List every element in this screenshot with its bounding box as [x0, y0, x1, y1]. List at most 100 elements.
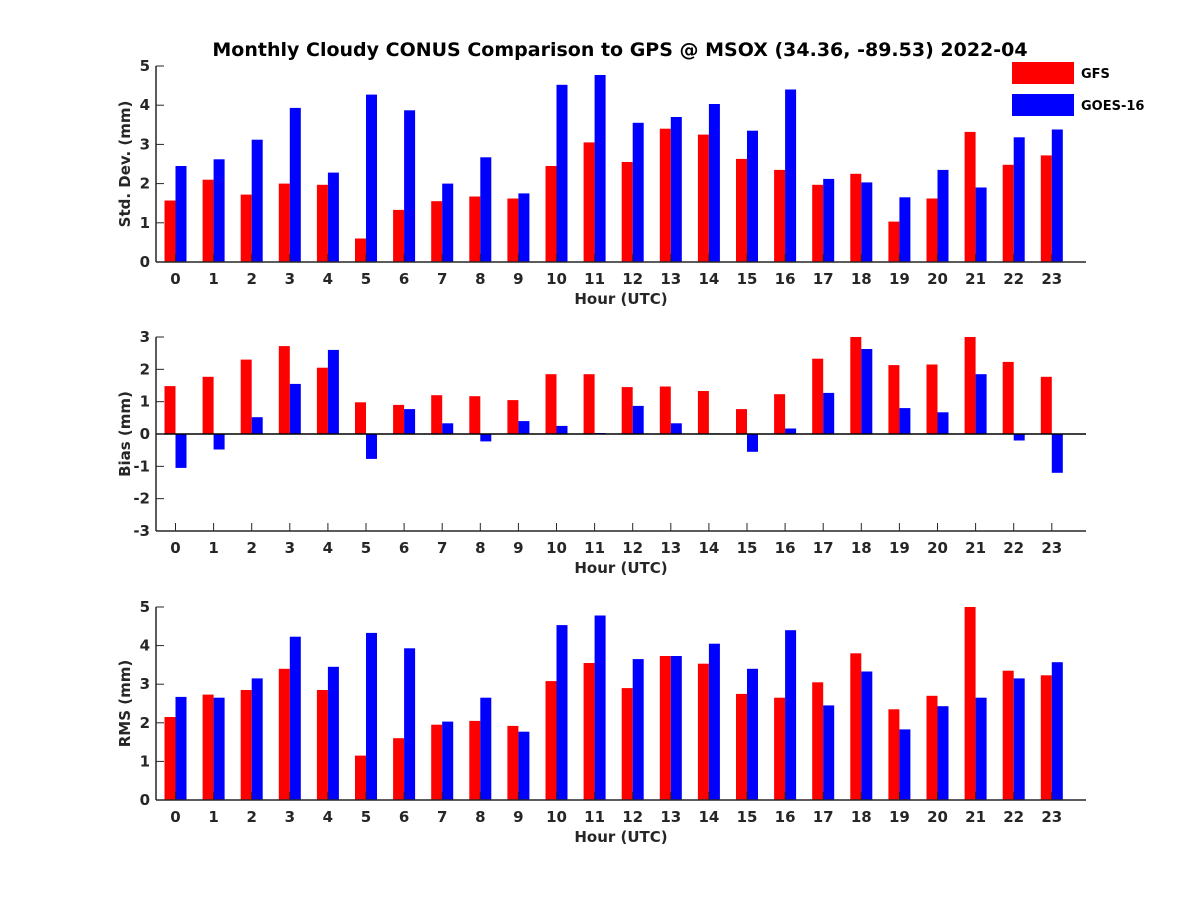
bar-goes16-20	[937, 706, 949, 800]
bar-gfs-17	[812, 358, 824, 434]
y-tick-label: 2	[140, 175, 150, 193]
y-tick-label: 1	[140, 752, 150, 770]
x-tick-label: 3	[285, 270, 295, 288]
bar-gfs-13	[659, 386, 671, 434]
x-axis-label: Hour (UTC)	[574, 559, 667, 577]
x-tick-label: 21	[965, 539, 986, 557]
x-tick-label: 0	[170, 808, 180, 826]
x-tick-label: 1	[208, 270, 218, 288]
x-tick-label: 17	[813, 539, 834, 557]
x-tick-label: 23	[1041, 808, 1062, 826]
bar-goes16-19	[899, 729, 911, 800]
x-tick-label: 14	[698, 808, 719, 826]
x-tick-label: 15	[737, 270, 758, 288]
y-tick-label: 0	[140, 425, 150, 443]
x-tick-label: 1	[208, 539, 218, 557]
bar-gfs-21	[964, 337, 976, 434]
x-tick-label: 17	[813, 270, 834, 288]
y-tick-label: -1	[133, 457, 150, 475]
x-tick-label: 2	[246, 270, 256, 288]
bar-gfs-11	[583, 142, 595, 262]
bar-gfs-19	[888, 709, 900, 800]
bar-goes16-16	[785, 428, 797, 434]
x-tick-label: 9	[513, 270, 523, 288]
bar-goes16-0	[175, 696, 187, 800]
x-tick-label: 3	[285, 808, 295, 826]
bar-goes16-23	[1051, 662, 1063, 800]
bar-goes16-14	[708, 104, 720, 262]
bar-goes16-9	[518, 421, 530, 434]
bar-gfs-3	[278, 183, 290, 262]
bar-goes16-2	[251, 139, 263, 262]
bar-goes16-4	[327, 666, 339, 800]
bar-goes16-19	[899, 408, 911, 434]
bar-gfs-5	[355, 238, 366, 262]
bar-gfs-6	[393, 738, 405, 800]
bar-goes16-22	[1013, 137, 1025, 262]
x-tick-label: 14	[698, 539, 719, 557]
bar-gfs-14	[697, 663, 709, 800]
x-tick-label: 19	[889, 808, 910, 826]
bar-goes16-21	[975, 697, 987, 800]
bar-goes16-23	[1051, 434, 1063, 473]
y-tick-label: 4	[140, 637, 150, 655]
legend-swatch-goes16	[1012, 94, 1074, 116]
y-tick-label: 3	[140, 675, 150, 693]
x-tick-label: 23	[1041, 270, 1062, 288]
bar-goes16-4	[327, 349, 339, 434]
bar-gfs-12	[621, 688, 633, 800]
bar-gfs-10	[545, 681, 557, 800]
bar-goes16-12	[632, 405, 644, 434]
bar-goes16-2	[251, 417, 263, 434]
bar-gfs-9	[507, 725, 519, 800]
y-tick-label: 1	[140, 393, 150, 411]
y-tick-label: 4	[140, 96, 150, 114]
bar-gfs-19	[888, 365, 900, 434]
bar-goes16-8	[480, 157, 492, 262]
x-tick-label: 18	[851, 270, 872, 288]
bar-goes16-12	[632, 122, 644, 262]
x-tick-label: 7	[437, 539, 447, 557]
x-tick-label: 16	[775, 808, 796, 826]
legend-label-goes16: GOES-16	[1081, 99, 1144, 114]
bar-gfs-14	[697, 391, 709, 434]
x-tick-label: 21	[965, 270, 986, 288]
bar-gfs-0	[164, 200, 176, 262]
bar-goes16-1	[213, 434, 225, 450]
x-tick-label: 18	[851, 808, 872, 826]
bar-gfs-11	[583, 374, 595, 434]
y-axis-label: RMS (mm)	[116, 660, 134, 747]
bar-goes16-16	[785, 630, 797, 800]
x-tick-label: 4	[323, 808, 333, 826]
x-tick-label: 11	[584, 539, 605, 557]
bar-goes16-7	[442, 423, 454, 434]
y-tick-label: 5	[140, 57, 150, 75]
bar-goes16-15	[747, 668, 758, 800]
legend-label-gfs: GFS	[1081, 67, 1110, 82]
x-tick-label: 5	[361, 270, 371, 288]
x-tick-label: 11	[584, 808, 605, 826]
bar-gfs-0	[164, 717, 176, 800]
bar-goes16-10	[556, 84, 568, 262]
bar-gfs-12	[621, 387, 633, 434]
bar-gfs-4	[316, 184, 328, 262]
bar-goes16-11	[594, 615, 606, 800]
bar-goes16-3	[289, 636, 301, 800]
bar-goes16-13	[670, 656, 682, 800]
x-tick-label: 20	[927, 808, 948, 826]
bar-gfs-12	[621, 162, 633, 262]
bar-gfs-10	[545, 374, 557, 434]
bar-goes16-23	[1051, 129, 1063, 262]
bar-gfs-2	[240, 359, 252, 434]
bar-goes16-15	[747, 434, 758, 452]
bar-goes16-11	[594, 75, 606, 262]
x-tick-label: 22	[1003, 270, 1024, 288]
x-tick-label: 13	[660, 270, 681, 288]
bar-goes16-21	[975, 187, 987, 262]
x-tick-label: 9	[513, 808, 523, 826]
bar-gfs-7	[431, 395, 443, 434]
x-tick-label: 5	[361, 539, 371, 557]
bar-goes16-8	[480, 697, 492, 800]
